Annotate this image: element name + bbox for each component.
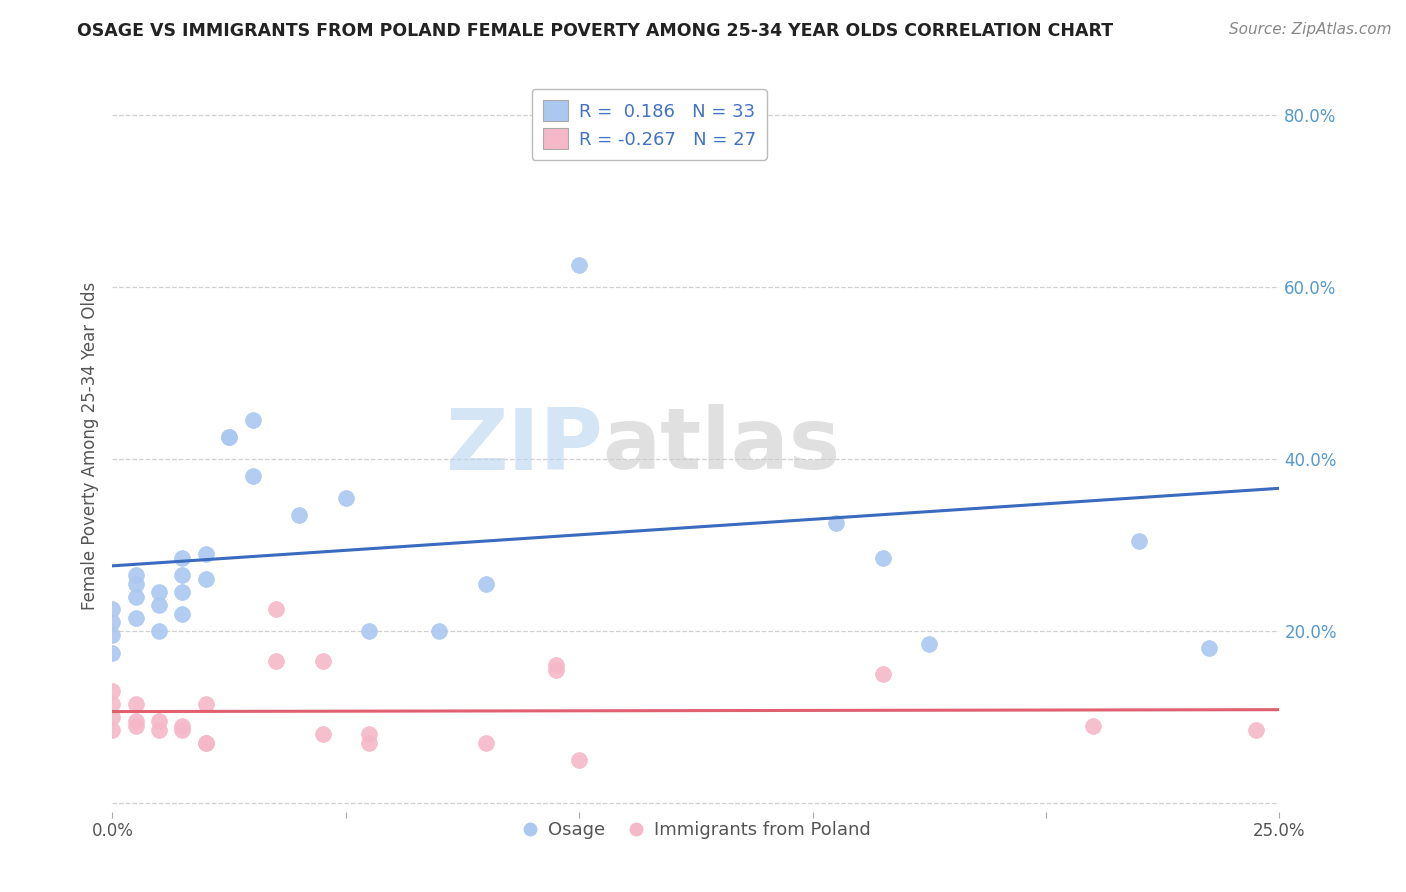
Point xyxy=(101,602,124,616)
Point xyxy=(568,753,591,767)
Point xyxy=(125,568,148,582)
Point xyxy=(148,598,170,612)
Point xyxy=(242,413,264,427)
Point xyxy=(872,667,894,681)
Point xyxy=(101,615,124,630)
Point xyxy=(172,568,194,582)
Point xyxy=(544,663,567,677)
Point xyxy=(475,576,498,591)
Point xyxy=(359,624,381,638)
Text: Source: ZipAtlas.com: Source: ZipAtlas.com xyxy=(1229,22,1392,37)
Legend: Osage, Immigrants from Poland: Osage, Immigrants from Poland xyxy=(515,814,877,847)
Point xyxy=(101,646,124,660)
Point xyxy=(101,684,124,698)
Point xyxy=(125,697,148,711)
Point xyxy=(172,719,194,733)
Point xyxy=(475,736,498,750)
Point xyxy=(101,723,124,737)
Point xyxy=(1244,723,1267,737)
Point xyxy=(194,736,217,750)
Point xyxy=(101,628,124,642)
Text: atlas: atlas xyxy=(603,404,841,488)
Point xyxy=(148,585,170,599)
Point xyxy=(242,469,264,483)
Point xyxy=(825,516,848,531)
Point xyxy=(194,736,217,750)
Point xyxy=(125,611,148,625)
Point xyxy=(335,491,357,505)
Point xyxy=(218,430,240,444)
Point xyxy=(427,624,450,638)
Point xyxy=(709,125,731,139)
Text: ZIP: ZIP xyxy=(444,404,603,488)
Point xyxy=(194,547,217,561)
Point xyxy=(264,654,287,668)
Point xyxy=(359,736,381,750)
Point xyxy=(918,637,941,651)
Point xyxy=(172,585,194,599)
Point xyxy=(544,658,567,673)
Point xyxy=(172,607,194,621)
Point xyxy=(311,727,333,741)
Point xyxy=(148,714,170,729)
Point xyxy=(359,727,381,741)
Point xyxy=(218,430,240,444)
Point xyxy=(1081,719,1104,733)
Y-axis label: Female Poverty Among 25-34 Year Olds: Female Poverty Among 25-34 Year Olds xyxy=(80,282,98,610)
Point xyxy=(194,573,217,587)
Point xyxy=(125,590,148,604)
Point xyxy=(172,550,194,565)
Point xyxy=(148,624,170,638)
Point xyxy=(1198,641,1220,656)
Text: OSAGE VS IMMIGRANTS FROM POLAND FEMALE POVERTY AMONG 25-34 YEAR OLDS CORRELATION: OSAGE VS IMMIGRANTS FROM POLAND FEMALE P… xyxy=(77,22,1114,40)
Point xyxy=(872,550,894,565)
Point xyxy=(125,714,148,729)
Point xyxy=(311,654,333,668)
Point xyxy=(1128,533,1150,548)
Point xyxy=(125,719,148,733)
Point xyxy=(172,723,194,737)
Point xyxy=(194,697,217,711)
Point xyxy=(101,697,124,711)
Point xyxy=(288,508,311,522)
Point xyxy=(125,576,148,591)
Point xyxy=(148,723,170,737)
Point xyxy=(568,258,591,272)
Point xyxy=(101,710,124,724)
Point xyxy=(264,602,287,616)
